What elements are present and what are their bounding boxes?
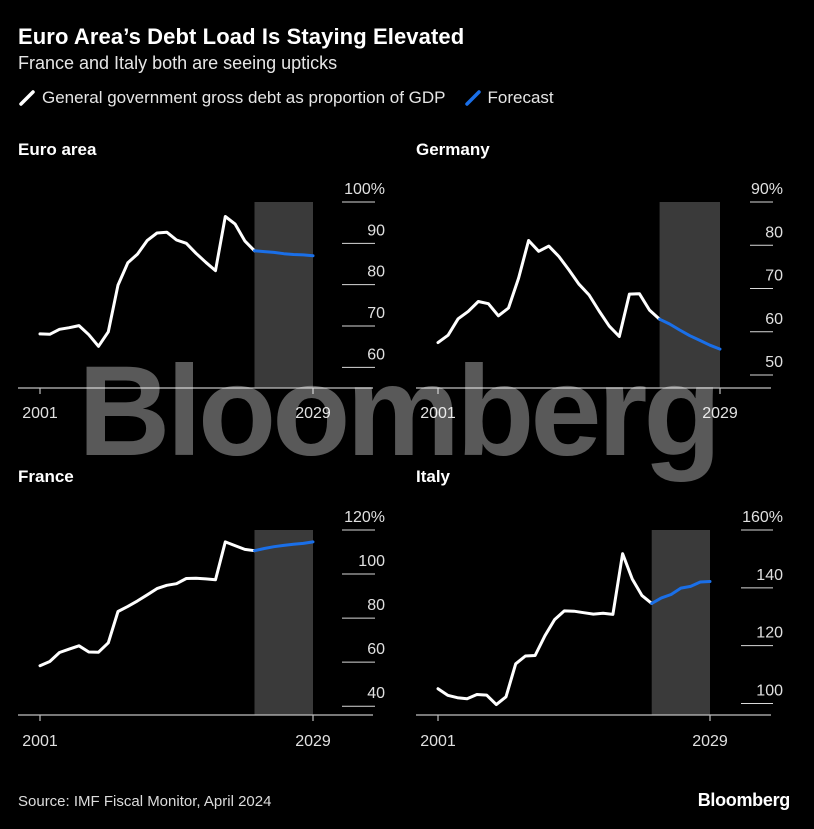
y-tick-label: 90% — [751, 181, 783, 198]
y-tick-label: 100 — [358, 553, 385, 570]
legend-label-actual: General government gross debt as proport… — [42, 88, 446, 107]
chart-panel-france: 40 60 80 100 120% 2001 2029 — [18, 509, 385, 750]
y-tick-label: 90 — [367, 222, 385, 239]
y-tick-label: 120% — [344, 509, 385, 526]
x-tick-label: 2029 — [692, 733, 728, 750]
x-tick-label: 2029 — [295, 733, 331, 750]
x-tick-label: 2029 — [295, 405, 331, 422]
y-tick-label: 70 — [367, 305, 385, 322]
chart-panel-euro-area: 60 70 80 90 100% 2001 2029 — [18, 181, 385, 422]
y-tick-label: 80 — [367, 264, 385, 281]
forecast-line-swatch-icon — [464, 90, 481, 106]
series-line-forecast — [650, 580, 712, 605]
y-tick-label: 60 — [367, 641, 385, 658]
chart-subtitle: France and Italy both are seeing upticks — [18, 53, 338, 73]
series-line-forecast — [253, 540, 315, 553]
x-tick-label: 2001 — [420, 733, 456, 750]
chart-panel-italy: 100 120 140 160% 2001 2029 — [416, 509, 783, 750]
panel-title-france: France — [18, 467, 74, 486]
legend-label-forecast: Forecast — [487, 88, 554, 107]
legend: General government gross debt as proport… — [18, 88, 572, 108]
y-tick-label: 80 — [367, 597, 385, 614]
y-tick-label: 50 — [765, 354, 783, 371]
x-tick-label: 2001 — [420, 405, 456, 422]
y-tick-label: 60 — [367, 346, 385, 363]
bloomberg-logo: Bloomberg — [697, 790, 791, 810]
series-line-actual — [38, 215, 256, 348]
series-line-forecast — [253, 249, 315, 258]
y-tick-label: 100 — [756, 682, 783, 699]
y-tick-label: 120 — [756, 625, 783, 642]
legend-item-actual: General government gross debt as proport… — [18, 88, 446, 108]
series-line-actual — [436, 552, 654, 707]
y-tick-label: 40 — [367, 685, 385, 702]
y-tick-label: 100% — [344, 181, 385, 198]
y-tick-label: 80 — [765, 224, 783, 241]
forecast-band — [254, 202, 313, 388]
y-tick-label: 70 — [765, 268, 783, 285]
x-tick-label: 2001 — [22, 733, 58, 750]
y-tick-label: 60 — [765, 311, 783, 328]
panel-title-euro-area: Euro area — [18, 140, 97, 159]
panel-title-germany: Germany — [416, 140, 490, 159]
x-tick-label: 2001 — [22, 405, 58, 422]
chart-panel-germany: 50 60 70 80 90% 2001 2029 — [416, 181, 783, 422]
source-note: Source: IMF Fiscal Monitor, April 2024 — [18, 793, 272, 810]
actual-line-swatch-icon — [19, 90, 35, 106]
y-tick-label: 140 — [756, 567, 783, 584]
forecast-band — [659, 202, 720, 388]
x-tick-label: 2029 — [702, 405, 738, 422]
series-line-forecast — [658, 317, 722, 351]
forecast-band — [254, 530, 313, 715]
forecast-band — [651, 530, 710, 715]
series-line-actual — [436, 239, 662, 345]
legend-item-forecast: Forecast — [464, 88, 554, 108]
panel-title-italy: Italy — [416, 467, 451, 486]
y-tick-label: 160% — [742, 509, 783, 526]
series-line-actual — [38, 540, 256, 668]
chart-title: Euro Area’s Debt Load Is Staying Elevate… — [18, 24, 465, 49]
